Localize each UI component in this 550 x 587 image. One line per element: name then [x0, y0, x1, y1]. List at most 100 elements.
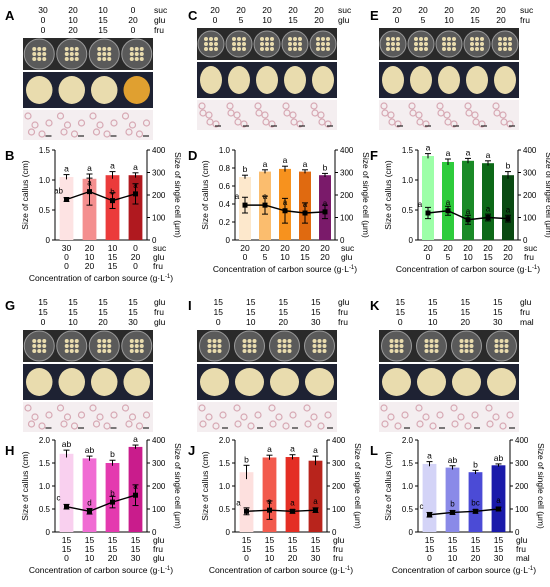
- stained-cell: [493, 109, 501, 117]
- significance-label-bar: a: [446, 148, 451, 158]
- callus-dot: [204, 37, 208, 41]
- callus-dot: [475, 42, 479, 46]
- stained-cell: [206, 118, 214, 126]
- header-value: 20: [68, 5, 78, 15]
- y-tick-label-right: 0: [523, 236, 528, 245]
- y-axis-label-right: Size of single cell (μm): [536, 443, 546, 529]
- stained-cell: [451, 420, 459, 428]
- y-tick-label-left: 1.0: [402, 482, 414, 491]
- callus-dot: [452, 47, 456, 51]
- callus-dot: [209, 37, 213, 41]
- callus-dot: [69, 57, 74, 61]
- callus-dot: [74, 349, 79, 353]
- callus-dot: [399, 349, 404, 353]
- y-tick-label-right: 100: [523, 214, 537, 223]
- y-tick-label-left: 0: [409, 236, 414, 245]
- stained-cell: [464, 102, 472, 110]
- callus-closeup: [312, 66, 334, 94]
- callus-dot: [499, 344, 504, 348]
- line-point: [282, 208, 288, 214]
- significance-label-bar: a: [290, 444, 295, 454]
- callus-dot: [326, 42, 330, 46]
- callus-dot: [322, 349, 327, 353]
- callus-dot: [480, 37, 484, 41]
- stained-cell: [268, 404, 276, 412]
- callus-dot: [139, 47, 144, 51]
- callus-closeup: [200, 368, 229, 396]
- callus-dot: [102, 339, 107, 343]
- callus-dot: [237, 42, 241, 46]
- callus-dot: [434, 349, 439, 353]
- callus-dot: [321, 37, 325, 41]
- stained-cell: [31, 413, 39, 421]
- stained-cell: [205, 111, 213, 119]
- callus-dot: [74, 52, 79, 56]
- x-tick-label: 15: [311, 535, 321, 545]
- callus-dot: [277, 349, 282, 353]
- callus-dot: [494, 349, 499, 353]
- callus-dot: [97, 339, 102, 343]
- stained-cell: [450, 404, 458, 412]
- callus-dot: [139, 349, 144, 353]
- y-tick-label-left: 2.0: [219, 436, 231, 445]
- significance-label-line: a: [290, 498, 295, 507]
- callus-dot: [399, 339, 404, 343]
- bar: [445, 467, 460, 532]
- stained-cell: [38, 130, 46, 138]
- stained-cell: [416, 420, 424, 428]
- y-tick-label-right: 400: [523, 146, 537, 155]
- callus-dot: [287, 349, 292, 353]
- header-sugar-name: fru: [338, 317, 348, 327]
- line-point: [313, 507, 318, 513]
- header-value: 0: [131, 25, 136, 35]
- stained-cell-photo: [23, 402, 153, 432]
- callus-dot: [242, 349, 247, 353]
- stained-cell: [125, 128, 133, 136]
- header-value: 20: [392, 5, 402, 15]
- callus-dot: [265, 47, 269, 51]
- stained-cell: [254, 411, 262, 419]
- stained-cell: [478, 120, 486, 128]
- stained-cell: [77, 119, 86, 127]
- header-value: 20: [418, 5, 428, 15]
- y-tick-label-right: 200: [523, 191, 537, 200]
- significance-label-line: a: [323, 199, 328, 208]
- callus-dot: [424, 47, 428, 51]
- callus-dot: [386, 47, 390, 51]
- x-tick-label: 20: [260, 243, 270, 253]
- callus-dot: [396, 47, 400, 51]
- significance-label-bar: a: [267, 444, 272, 454]
- line-point: [64, 197, 69, 202]
- x-axis-caption: Concentration of carbon source (g·L-1): [213, 264, 357, 274]
- stained-cell: [457, 413, 465, 421]
- header-value: 20: [470, 5, 480, 15]
- callus-dot: [64, 52, 69, 56]
- callus-closeup: [410, 66, 432, 94]
- header-value: 15: [98, 25, 108, 35]
- callus-dot: [480, 42, 484, 46]
- x-row-name: fru: [524, 252, 534, 262]
- callus-dot: [499, 339, 504, 343]
- stained-cell: [380, 404, 388, 412]
- x-tick-label: 15: [494, 544, 504, 554]
- header-sugar-name: glu: [154, 297, 166, 307]
- line-point: [290, 508, 295, 514]
- callus-dot: [504, 339, 509, 343]
- callus-dot: [447, 42, 451, 46]
- callus-dot: [242, 47, 246, 51]
- stained-cell: [70, 130, 79, 138]
- x-tick-label: 20: [503, 252, 513, 262]
- y-tick-label-right: 300: [152, 459, 166, 468]
- bar: [285, 457, 300, 532]
- stained-cell: [89, 404, 97, 412]
- y-tick-label-right: 0: [340, 236, 345, 245]
- significance-label-bar: a: [133, 434, 138, 444]
- stained-cell: [436, 411, 444, 419]
- stained-cell: [254, 102, 262, 110]
- x-axis-caption: Concentration of carbon source (g·L-1): [392, 565, 536, 575]
- significance-label-bar: ab: [448, 455, 458, 465]
